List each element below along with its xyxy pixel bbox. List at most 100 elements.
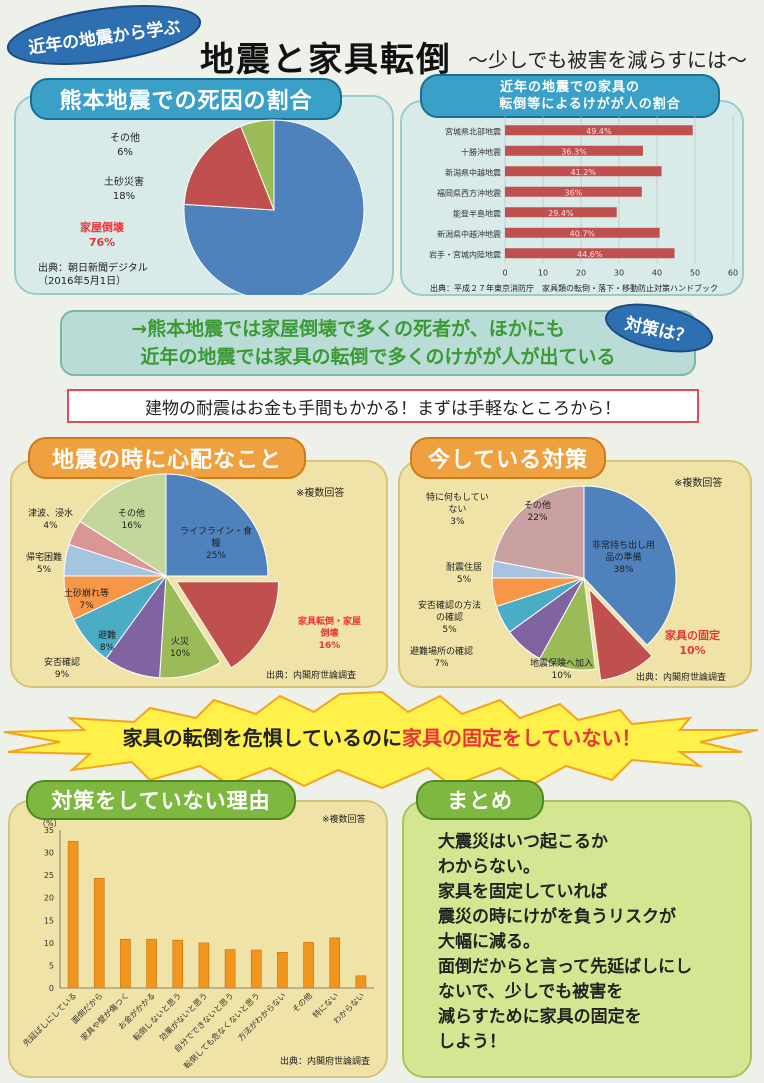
worry-label-landslide: 土砂崩れ等 7% [64, 588, 109, 612]
injury-value-label: 40.7% [570, 229, 596, 238]
page-title: 地震と家具転倒 [200, 40, 452, 80]
kumamoto-label-landslide: 土砂災害 18% [104, 176, 144, 204]
summary-line: 震災の時にけがを負うリスクが [438, 907, 676, 927]
reasons-y-tick: 30 [44, 849, 54, 858]
summary-header-text: まとめ [447, 789, 513, 813]
summary-text: 大震災はいつ起こるか わからない。 家具を固定していれば 震災の時にけがを負うリ… [438, 830, 744, 1055]
measures-label-insurance: 地震保険へ加入 10% [530, 658, 593, 682]
summary-line: 減らすために家具の固定を [438, 1007, 642, 1027]
worry-header-text: 地震の時に心配なこと [51, 448, 282, 473]
worry-label-landslide-name: 土砂崩れ等 [64, 589, 110, 599]
injury-x-tick: 20 [576, 269, 586, 278]
measures-label-insurance-pct: 10% [551, 671, 572, 681]
summary-line: わからない。 [438, 857, 540, 877]
worry-label-lifeline: ライフライン・食 糧 25% [180, 526, 252, 562]
pie-slice-その他 [493, 485, 585, 579]
injury-bar-十勝沖地震 [505, 145, 643, 156]
measures-label-fixing: 家具の固定 10% [665, 628, 720, 658]
injury-bar-新潟県中越地震 [505, 166, 662, 177]
measures-source: 出典：内閣府世論調査 [636, 673, 727, 683]
worry-label-evacuation-name: 避難 [98, 631, 117, 641]
measures-label-fixing-name: 家具の固定 [665, 629, 720, 642]
reasons-category-label: 転倒しないと思う [131, 990, 183, 1042]
kumamoto-header-text: 熊本地震での死因の割合 [59, 89, 313, 114]
summary-line: 大震災はいつ起こるか [438, 832, 608, 852]
injury-value-label: 41.2% [571, 168, 597, 177]
measures-label-safety-name: 安否確認の方法 [418, 601, 482, 611]
kumamoto-label-house: 家屋倒壊 76% [80, 220, 124, 250]
pie-slice-その他 [79, 473, 167, 577]
injury-bar-能登半島地震 [505, 207, 617, 218]
worry-label-furniture: 家具転倒・家屋 倒壊 16% [298, 616, 361, 652]
banner-burst-shape [3, 690, 759, 790]
injury-value-label: 49.4% [586, 127, 612, 136]
kumamoto-header: 熊本地震での死因の割合 [30, 78, 342, 120]
injury-bar-chart: 0 10 20 30 40 50 60 宮城県北部地震 49.4% 十勝沖地震 36.3% 新潟県中越… [429, 116, 738, 278]
pie-slice-非常持ち出し用品の準備 [583, 485, 677, 646]
kumamoto-label-other-name: その他 [110, 133, 140, 144]
worry-note: ※複数回答 [296, 488, 345, 499]
worry-label-other: その他 16% [118, 508, 145, 532]
measures-label-quake-proof: 耐震住居 5% [446, 562, 482, 586]
worry-label-lifeline-pct: 25% [206, 551, 227, 561]
worry-label-furniture-pct: 16% [318, 641, 341, 651]
worry-pie-chart [63, 473, 280, 679]
measures-label-insurance-name: 地震保険へ加入 [530, 659, 594, 669]
worry-label-landslide-pct: 7% [79, 601, 94, 611]
reasons-bar-家具や壁が傷つく [120, 938, 131, 989]
measures-label-other-pct: 22% [527, 513, 548, 523]
title-badge-text: 近年の地震から学ぶ [27, 16, 182, 59]
reasons-bar-chart: 05101520253035先延ばしにしている面倒だから家具や壁が傷つくお金がか… [21, 826, 374, 1071]
pie-slice-家具の固定 [588, 587, 653, 681]
worry-label-tsunami-pct: 4% [43, 521, 58, 531]
summary-line: ないで、少しでも被害を [438, 982, 624, 1002]
measures-label-quake-proof-pct: 5% [456, 575, 472, 585]
reasons-y-tick: 25 [44, 871, 54, 880]
measures-label-quake-proof-name: 耐震住居 [446, 563, 483, 573]
summary-line: しよう！ [438, 1032, 506, 1052]
worry-label-other-name: その他 [118, 509, 146, 519]
injury-value-label: 36.3% [561, 147, 587, 156]
worry-label-other-pct: 16% [121, 521, 142, 531]
reasons-bar-先延ばしにしている [67, 840, 79, 989]
worry-source: 出典：内閣府世論調査 [266, 671, 357, 681]
injury-value-label: 36% [565, 188, 583, 197]
summary-line: 大幅に減る。 [438, 932, 540, 952]
reasons-category-label: 方法がわからない [236, 990, 288, 1042]
worry-label-lifeline-name2: 糧 [211, 539, 221, 549]
summary-header: まとめ [416, 780, 544, 820]
injury-x-tick: 30 [614, 269, 624, 278]
banner-burst [3, 690, 759, 790]
reasons-y-tick: 0 [49, 984, 54, 993]
conclusion-line2: 近年の地震では家具の転倒で多くのけがが人が出ている [140, 346, 616, 368]
measures-header-text: 今している対策 [427, 448, 589, 473]
measures-label-emergency-name2: 品の準備 [605, 553, 642, 563]
reasons-bar-転倒しても危なくないと思う [250, 949, 262, 989]
injury-bar-福岡県西方沖地震 [505, 186, 642, 197]
injury-x-tick: 10 [538, 269, 548, 278]
kumamoto-label-other-pct: 6% [117, 147, 133, 158]
kumamoto-source-line2: （2016年5月1日） [38, 276, 127, 287]
measures-note: ※複数回答 [674, 478, 723, 489]
reasons-bar-方法がわからない [277, 952, 288, 989]
injury-category-label: 能登半島地震 [453, 208, 501, 218]
measures-label-safety-pct: 5% [442, 625, 457, 635]
measures-label-safety: 安否確認の方法 の確認 5% [418, 600, 481, 636]
reasons-category-label: 家具や壁が傷つく [79, 990, 131, 1042]
worry-label-furniture-name2: 倒壊 [320, 629, 339, 639]
worry-label-commute-name: 帰宅困難 [26, 553, 63, 563]
kumamoto-label-house-name: 家屋倒壊 [80, 221, 124, 234]
reasons-bar-特にない [329, 937, 341, 989]
pie-slice-家具転倒-家屋倒壊 [175, 581, 280, 669]
reasons-bar-転倒しないと思う [172, 939, 184, 989]
reasons-bar-お金がかかる [146, 938, 157, 989]
kumamoto-source: 出典：朝日新聞デジタル （2016年5月1日） [38, 262, 148, 288]
injury-header-line2: 転倒等によるけがが人の割合 [499, 97, 681, 112]
reasons-y-tick: 35 [44, 826, 54, 835]
summary-line: 面倒だからと言って先延ばしにし [438, 957, 693, 977]
injury-x-tick: 60 [728, 269, 738, 278]
worry-header: 地震の時に心配なこと [28, 437, 306, 479]
reasons-header: 対策をしていない理由 [26, 780, 296, 820]
measures-label-safety-name2: の確認 [436, 613, 464, 623]
injury-header: 近年の地震での家具の 転倒等によるけがが人の割合 [420, 74, 720, 118]
